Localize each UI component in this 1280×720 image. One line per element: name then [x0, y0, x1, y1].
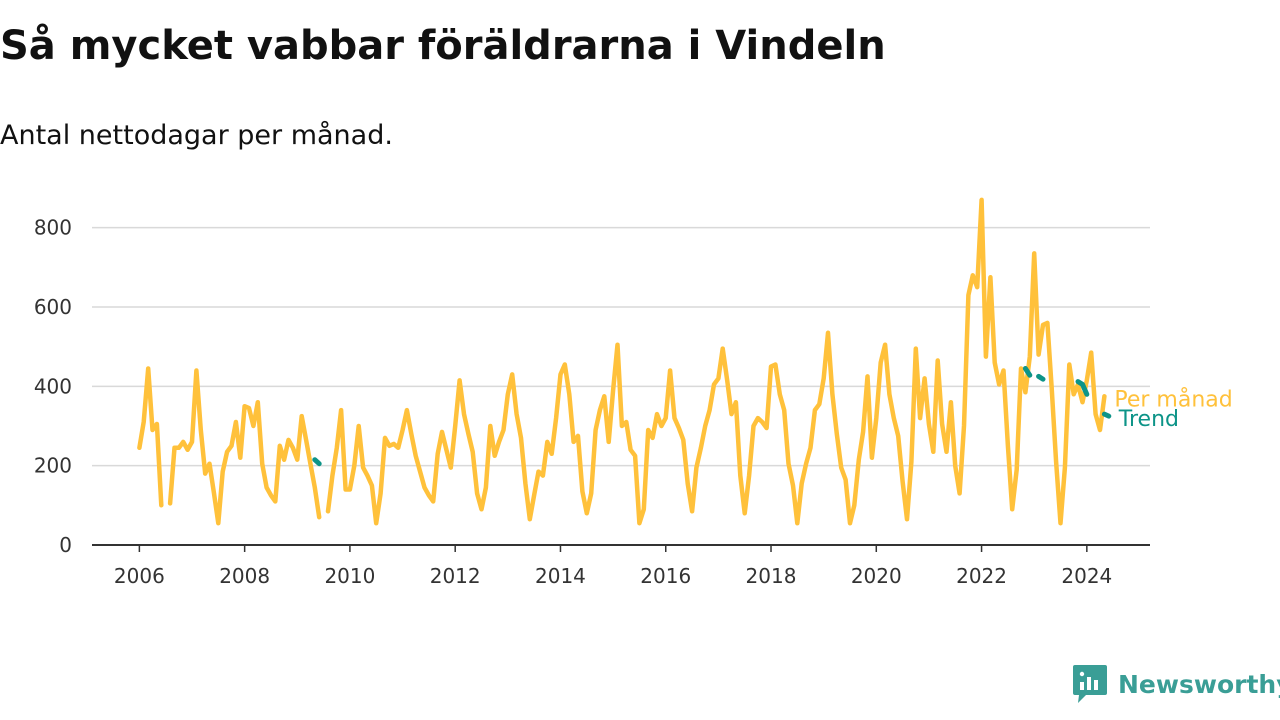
x-tick-label-2018: 2018	[746, 564, 797, 588]
y-tick-label-600: 600	[34, 295, 72, 319]
newsworthy-brand[interactable]: Newsworthy	[1072, 664, 1280, 704]
x-tick-label-2010: 2010	[324, 564, 375, 588]
x-tick-label-2016: 2016	[640, 564, 691, 588]
x-tick-label-2020: 2020	[851, 564, 902, 588]
x-tick-label-2006: 2006	[114, 564, 165, 588]
x-tick-label-2022: 2022	[956, 564, 1007, 588]
series-label-trend: Trend	[1118, 407, 1179, 432]
newsworthy-brand-name: Newsworthy	[1118, 669, 1280, 699]
y-tick-label-200: 200	[34, 454, 72, 478]
y-tick-label-0: 0	[59, 533, 72, 557]
x-tick-label-2014: 2014	[535, 564, 586, 588]
series-line-trend	[312, 366, 1112, 467]
series-label-per-m-nad: Per månad	[1114, 386, 1232, 412]
series-line-per-m-nad	[137, 197, 1107, 526]
x-tick-label-2024: 2024	[1061, 564, 1112, 588]
chart-title: Så mycket vabbar föräldrarna i Vindeln	[0, 23, 886, 69]
x-tick-label-2008: 2008	[219, 564, 270, 588]
newsworthy-logo-icon	[1073, 665, 1107, 703]
x-tick-label-2012: 2012	[430, 564, 481, 588]
y-tick-label-800: 800	[34, 216, 72, 240]
y-tick-label-400: 400	[34, 374, 72, 398]
chart-subtitle: Antal nettodagar per månad.	[0, 120, 393, 151]
